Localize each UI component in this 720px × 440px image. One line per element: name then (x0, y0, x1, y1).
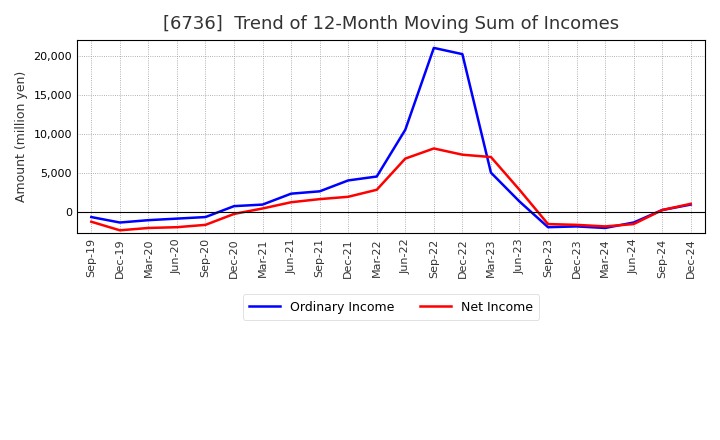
Net Income (144, 225, 153, 231)
Ordinary Income (87, 214, 96, 220)
Net Income (600, 224, 609, 229)
Ordinary Income (372, 174, 381, 179)
Net Income (544, 221, 552, 227)
Net Income (430, 146, 438, 151)
Y-axis label: Amount (million yen): Amount (million yen) (15, 71, 28, 202)
Ordinary Income (658, 207, 667, 213)
Net Income (515, 187, 523, 192)
Net Income (230, 211, 238, 216)
Ordinary Income (230, 204, 238, 209)
Ordinary Income (258, 202, 267, 207)
Ordinary Income (600, 225, 609, 231)
Ordinary Income (201, 214, 210, 220)
Net Income (572, 222, 581, 227)
Net Income (658, 207, 667, 213)
Ordinary Income (315, 189, 324, 194)
Net Income (287, 200, 295, 205)
Net Income (458, 152, 467, 158)
Net Income (401, 156, 410, 161)
Net Income (87, 219, 96, 224)
Ordinary Income (544, 224, 552, 230)
Ordinary Income (144, 217, 153, 223)
Line: Ordinary Income: Ordinary Income (91, 48, 690, 228)
Net Income (201, 222, 210, 227)
Net Income (629, 221, 638, 227)
Net Income (372, 187, 381, 192)
Ordinary Income (173, 216, 181, 221)
Net Income (344, 194, 353, 199)
Net Income (115, 227, 124, 233)
Ordinary Income (401, 127, 410, 132)
Ordinary Income (487, 170, 495, 175)
Ordinary Income (572, 224, 581, 229)
Ordinary Income (629, 220, 638, 225)
Ordinary Income (287, 191, 295, 196)
Net Income (173, 224, 181, 230)
Ordinary Income (115, 220, 124, 225)
Ordinary Income (515, 199, 523, 204)
Line: Net Income: Net Income (91, 148, 690, 230)
Net Income (686, 201, 695, 206)
Net Income (315, 197, 324, 202)
Ordinary Income (686, 202, 695, 207)
Legend: Ordinary Income, Net Income: Ordinary Income, Net Income (243, 294, 539, 320)
Net Income (258, 206, 267, 211)
Title: [6736]  Trend of 12-Month Moving Sum of Incomes: [6736] Trend of 12-Month Moving Sum of I… (163, 15, 619, 33)
Ordinary Income (430, 45, 438, 51)
Net Income (487, 154, 495, 160)
Ordinary Income (458, 51, 467, 57)
Ordinary Income (344, 178, 353, 183)
